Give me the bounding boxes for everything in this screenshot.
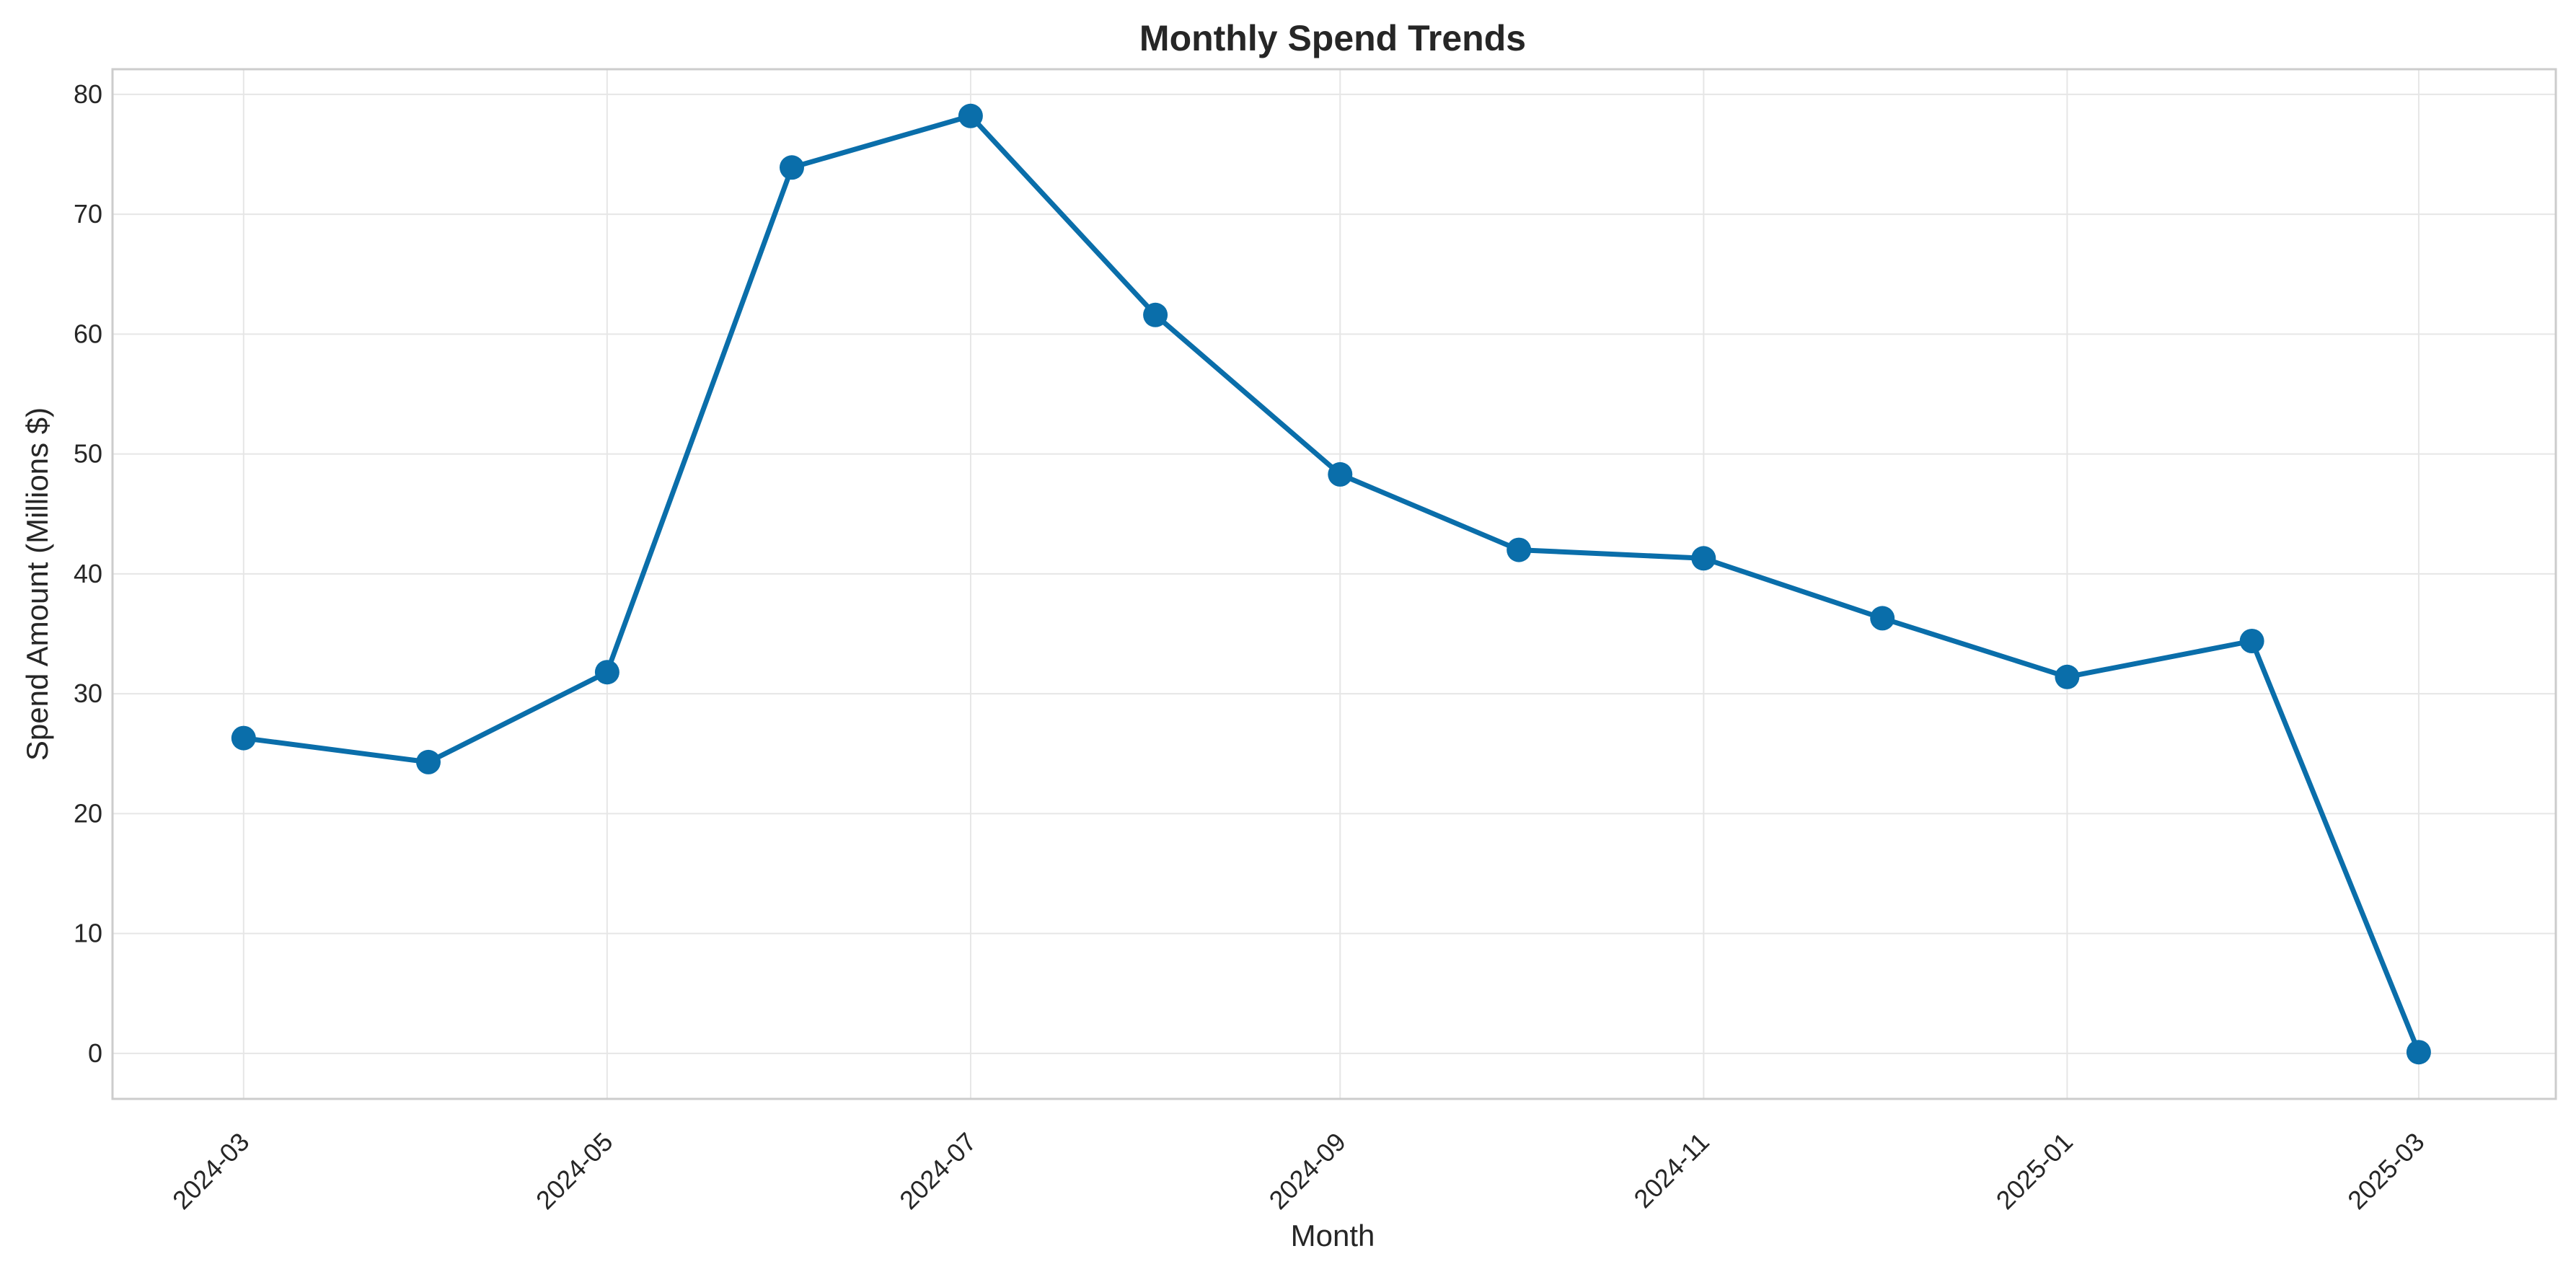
series-line <box>243 113 2422 1053</box>
y-tick-label: 0 <box>88 1038 102 1068</box>
x-axis-label: Month <box>1291 1219 1375 1252</box>
series-layer <box>231 103 2431 1065</box>
x-tick-label: 2024-05 <box>530 1127 618 1215</box>
chart-title: Monthly Spend Trends <box>1139 18 1526 58</box>
data-point <box>2055 664 2080 689</box>
x-tick-label: 2025-03 <box>2342 1127 2430 1215</box>
y-tick-label: 10 <box>74 919 102 948</box>
data-point <box>2406 1040 2431 1065</box>
data-point <box>1691 546 1716 571</box>
data-point <box>1328 461 1353 487</box>
x-axis-ticks: 2024-03 2024-05 2024-07 2024-09 2024-11 2025-… <box>167 1127 2430 1215</box>
x-tick-label: 2024-03 <box>167 1127 255 1215</box>
data-point <box>1870 606 1895 631</box>
data-point <box>594 660 619 685</box>
y-tick-label: 20 <box>74 798 102 828</box>
y-tick-label: 30 <box>74 679 102 708</box>
data-point <box>2239 629 2264 653</box>
y-axis-ticks: 0 10 20 30 40 50 60 70 80 <box>74 79 102 1068</box>
y-tick-label: 40 <box>74 559 102 588</box>
y-tick-label: 80 <box>74 79 102 109</box>
grid-lines <box>113 69 2556 1099</box>
y-tick-label: 70 <box>74 199 102 229</box>
y-tick-label: 50 <box>74 439 102 469</box>
y-axis-label: Spend Amount (Millions $) <box>20 407 54 761</box>
x-tick-label: 2024-07 <box>894 1127 982 1215</box>
y-tick-label: 60 <box>74 319 102 348</box>
data-point <box>780 155 804 180</box>
x-tick-label: 2024-11 <box>1628 1127 1715 1214</box>
data-point <box>231 725 256 751</box>
plot-frame <box>111 68 2557 1100</box>
x-tick-label: 2025-01 <box>1990 1127 2078 1215</box>
x-tick-label: 2024-09 <box>1263 1127 1351 1215</box>
data-point <box>1143 302 1168 327</box>
data-point <box>416 749 441 774</box>
data-point <box>1507 537 1532 562</box>
data-point <box>958 103 983 128</box>
